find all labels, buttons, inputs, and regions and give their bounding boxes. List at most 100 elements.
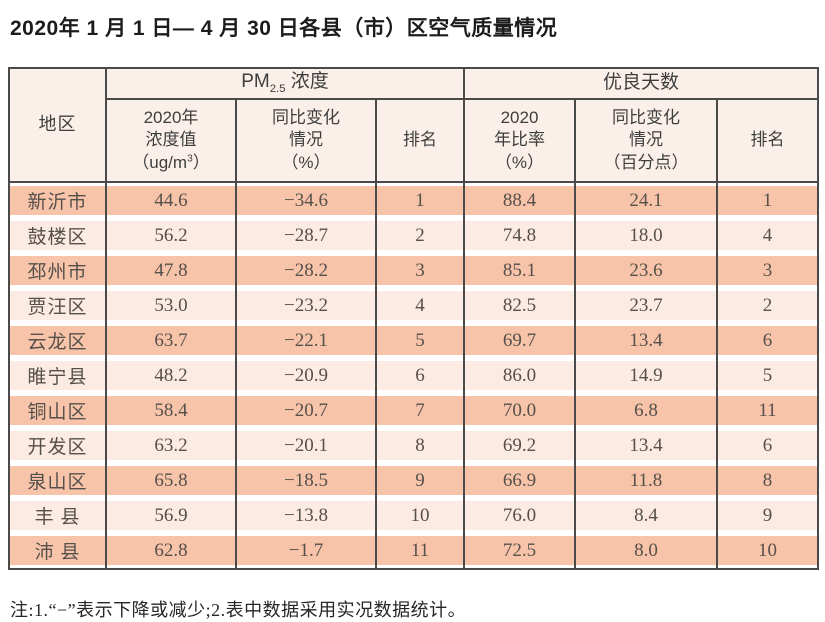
table-row: 鼓楼区 56.2 −28.7 2 74.8 18.0 4 <box>8 218 820 253</box>
table-row: 丰 县 56.9 −13.8 10 76.0 8.4 9 <box>8 498 820 533</box>
table-row: 邳州市 47.8 −28.2 3 85.1 23.6 3 <box>8 253 820 288</box>
value-cell: 14.9 <box>574 358 718 393</box>
value-cell: 82.5 <box>463 288 576 323</box>
value-cell: 53.0 <box>105 288 237 323</box>
header-days-rank: 排名 <box>715 98 820 183</box>
value-cell: 8.0 <box>574 533 718 569</box>
value-cell: 74.8 <box>463 218 576 253</box>
region-cell: 开发区 <box>8 428 107 463</box>
value-cell: 1 <box>715 182 820 218</box>
value-cell: 88.4 <box>463 182 576 218</box>
value-cell: 6 <box>715 323 820 358</box>
header-pm-group: PM2.5 浓度 <box>105 67 465 100</box>
value-cell: −1.7 <box>235 533 377 569</box>
pm-label-prefix: PM <box>241 71 270 93</box>
value-cell: 63.2 <box>105 428 237 463</box>
header-pm-rank: 排名 <box>375 98 465 183</box>
value-cell: 8 <box>715 463 820 498</box>
value-cell: 69.7 <box>463 323 576 358</box>
value-cell: 13.4 <box>574 428 718 463</box>
value-cell: 9 <box>375 463 465 498</box>
table-header: 地区 PM2.5 浓度 优良天数 2020年 浓度值 （ug/m3） 同比变化 … <box>8 67 820 183</box>
header-group-row: 地区 PM2.5 浓度 优良天数 <box>8 67 820 183</box>
region-cell: 邳州市 <box>8 253 107 288</box>
value-cell: 24.1 <box>574 182 718 218</box>
value-cell: 6 <box>715 428 820 463</box>
region-cell: 贾汪区 <box>8 288 107 323</box>
value-cell: 62.8 <box>105 533 237 569</box>
value-cell: 11 <box>375 533 465 569</box>
value-cell: −28.7 <box>235 218 377 253</box>
value-cell: 76.0 <box>463 498 576 533</box>
value-cell: −18.5 <box>235 463 377 498</box>
value-cell: −20.7 <box>235 393 377 428</box>
value-cell: 2 <box>715 288 820 323</box>
header-pm-value: 2020年 浓度值 （ug/m3） <box>105 98 237 183</box>
table-row: 睢宁县 48.2 −20.9 6 86.0 14.9 5 <box>8 358 820 393</box>
value-cell: 18.0 <box>574 218 718 253</box>
table-row: 铜山区 58.4 −20.7 7 70.0 6.8 11 <box>8 393 820 428</box>
pm-unit: （ug/m3） <box>132 152 210 172</box>
value-cell: 5 <box>715 358 820 393</box>
value-cell: 4 <box>375 288 465 323</box>
region-cell: 鼓楼区 <box>8 218 107 253</box>
value-cell: −22.1 <box>235 323 377 358</box>
value-cell: 3 <box>715 253 820 288</box>
value-cell: 69.2 <box>463 428 576 463</box>
value-cell: 70.0 <box>463 393 576 428</box>
value-cell: 8.4 <box>574 498 718 533</box>
value-cell: −20.9 <box>235 358 377 393</box>
header-days-ratio: 2020 年比率 （%） <box>463 98 576 183</box>
value-cell: 23.6 <box>574 253 718 288</box>
region-cell: 沛 县 <box>8 533 107 569</box>
header-region: 地区 <box>8 67 107 183</box>
value-cell: −13.8 <box>235 498 377 533</box>
table-row: 开发区 63.2 −20.1 8 69.2 13.4 6 <box>8 428 820 463</box>
pm-label-subscript: 2.5 <box>269 82 286 95</box>
value-cell: 1 <box>375 182 465 218</box>
value-cell: 56.9 <box>105 498 237 533</box>
value-cell: 6.8 <box>574 393 718 428</box>
value-cell: 86.0 <box>463 358 576 393</box>
value-cell: 3 <box>375 253 465 288</box>
region-cell: 铜山区 <box>8 393 107 428</box>
region-cell: 丰 县 <box>8 498 107 533</box>
region-cell: 泉山区 <box>8 463 107 498</box>
value-cell: 85.1 <box>463 253 576 288</box>
value-cell: 66.9 <box>463 463 576 498</box>
table-row: 新沂市 44.6 −34.6 1 88.4 24.1 1 <box>8 182 820 218</box>
value-cell: −20.1 <box>235 428 377 463</box>
region-cell: 云龙区 <box>8 323 107 358</box>
value-cell: 10 <box>375 498 465 533</box>
value-cell: 23.7 <box>574 288 718 323</box>
value-cell: 11.8 <box>574 463 718 498</box>
pm-label-suffix: 浓度 <box>285 71 329 93</box>
value-cell: 9 <box>715 498 820 533</box>
value-cell: 48.2 <box>105 358 237 393</box>
value-cell: 5 <box>375 323 465 358</box>
region-cell: 新沂市 <box>8 182 107 218</box>
header-days-change: 同比变化 情况 （百分点） <box>574 98 718 183</box>
value-cell: 47.8 <box>105 253 237 288</box>
value-cell: −28.2 <box>235 253 377 288</box>
value-cell: 2 <box>375 218 465 253</box>
value-cell: 8 <box>375 428 465 463</box>
table-row: 云龙区 63.7 −22.1 5 69.7 13.4 6 <box>8 323 820 358</box>
value-cell: 44.6 <box>105 182 237 218</box>
value-cell: 6 <box>375 358 465 393</box>
footnote: 注:1.“−”表示下降或减少;2.表中数据采用实况数据统计。 <box>10 600 467 620</box>
value-cell: 4 <box>715 218 820 253</box>
value-cell: −34.6 <box>235 182 377 218</box>
header-pm-change: 同比变化 情况 （%） <box>235 98 377 183</box>
value-cell: 10 <box>715 533 820 569</box>
table-row: 贾汪区 53.0 −23.2 4 82.5 23.7 2 <box>8 288 820 323</box>
table-row: 泉山区 65.8 −18.5 9 66.9 11.8 8 <box>8 463 820 498</box>
value-cell: 63.7 <box>105 323 237 358</box>
value-cell: 72.5 <box>463 533 576 569</box>
table-body: 新沂市 44.6 −34.6 1 88.4 24.1 1 鼓楼区 56.2 −28.7 2 74.8 1… <box>8 182 820 569</box>
value-cell: 58.4 <box>105 393 237 428</box>
value-cell: 7 <box>375 393 465 428</box>
value-cell: 11 <box>715 393 820 428</box>
region-cell: 睢宁县 <box>8 358 107 393</box>
